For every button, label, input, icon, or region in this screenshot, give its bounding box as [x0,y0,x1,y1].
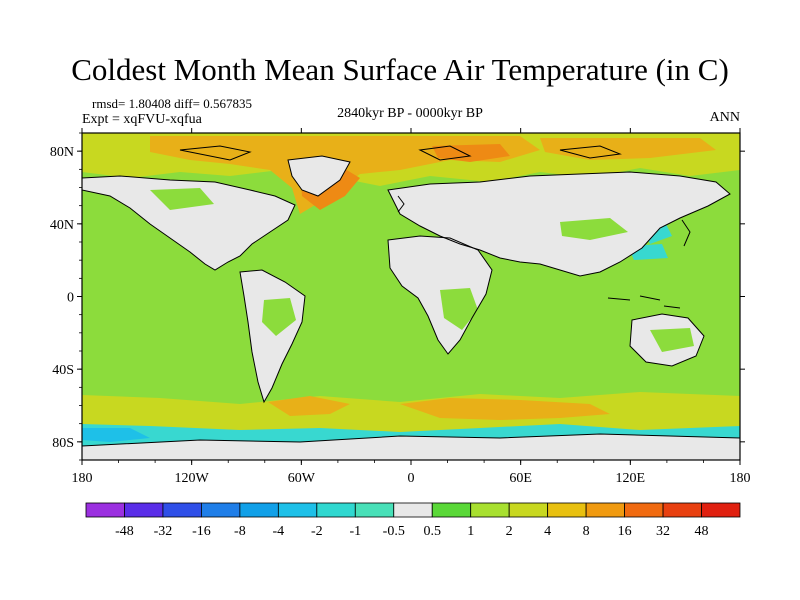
land-north-america [82,176,295,270]
southern-hot-region-2 [268,396,350,416]
coast-indonesia [607,295,681,309]
lon-label: 60E [509,471,532,486]
colorbar-label: 0.5 [423,524,441,539]
colorbar-box [547,502,587,518]
coast-japan [681,219,691,247]
barents-hot-region [432,144,510,162]
colorbar-label: 4 [544,524,551,539]
colorbar-box [354,502,395,518]
colorbar-label: 8 [583,524,590,539]
stats-text: rmsd= 1.80408 diff= 0.567835 [92,96,252,111]
colorbar-box [701,502,741,518]
colorbar-box [508,502,549,518]
coast-greenland [287,155,351,197]
colorbar-label: -48 [115,524,134,539]
colorbar-box [239,502,279,518]
colorbar-box [277,502,318,518]
coast-africa [387,235,493,355]
land-eurasia [388,172,730,276]
coast-australia [629,313,705,367]
map-field [82,133,740,460]
axis-layer: 80N 40N 0 40S 80S 180 120W 60W 0 60E 120E 180 [50,128,751,486]
experiment-label: Expt = xqFVU-xqfua [82,112,202,127]
lon-label: 0 [408,471,415,486]
lat-label: 0 [67,291,74,306]
lat-label: 40N [50,218,74,233]
southern-hot-region [400,398,610,420]
coast-antarctica [82,433,740,447]
colorbar-label: 16 [618,524,632,539]
land-antarctica [82,434,740,460]
coast-arctic-islands [179,145,622,161]
season-label: ANN [709,110,740,125]
lon-label: 120W [175,471,210,486]
period-label: 2840kyr BP - 0000kyr BP [337,106,483,121]
colorbar-label: -32 [154,524,173,539]
colorbar-label: 1 [467,524,474,539]
colorbar-box [431,502,472,518]
green-patch-asia [560,218,628,240]
colorbar-label: -1 [349,524,361,539]
green-patch-namerica [150,188,214,210]
colorbar-box [470,502,510,518]
coast-eurasia [387,171,731,277]
lon-label: 60W [288,471,316,486]
green-patch-australia [650,328,694,352]
colorbar-box [162,502,202,518]
lat-label: 80N [50,145,74,160]
colorbar-box [662,502,702,518]
land-greenland [288,156,350,196]
colorbar-label: -2 [311,524,323,539]
lat-label: 40S [52,363,74,378]
chart-title: Coldest Month Mean Surface Air Temperatu… [71,52,729,87]
siberia-warm-region [540,138,716,160]
colorbar-label: -0.5 [383,524,405,539]
colorbar-label: 2 [506,524,513,539]
lon-label: 180 [730,471,751,486]
colorbar-box [624,502,664,518]
colorbar-label: 32 [656,524,670,539]
colorbar-box [85,502,125,518]
colorbar-box [393,502,433,518]
lon-label: 120E [616,471,646,486]
colorbar-label: 48 [695,524,709,539]
colorbar-label: -8 [234,524,246,539]
colorbar-box [201,502,241,518]
coast-britain [397,195,405,213]
colorbar: -48 -32 -16 -8 -4 -2 -1 -0.5 0.5 1 2 4 8 16 32 48 [85,502,741,539]
colorbar-box [316,502,356,518]
coast-north-america [82,175,296,271]
coastlines [82,145,740,447]
lat-label: 80S [52,436,74,451]
coast-south-america [239,269,306,404]
lon-label: 180 [72,471,93,486]
colorbar-label: -16 [192,524,211,539]
green-patch-samerica [262,298,296,336]
green-patch-africa [440,288,478,330]
colorbar-box [124,502,164,518]
cool-patch-antarctic-deep [82,428,150,442]
colorbar-box [585,502,625,518]
colorbar-label: -4 [273,524,285,539]
